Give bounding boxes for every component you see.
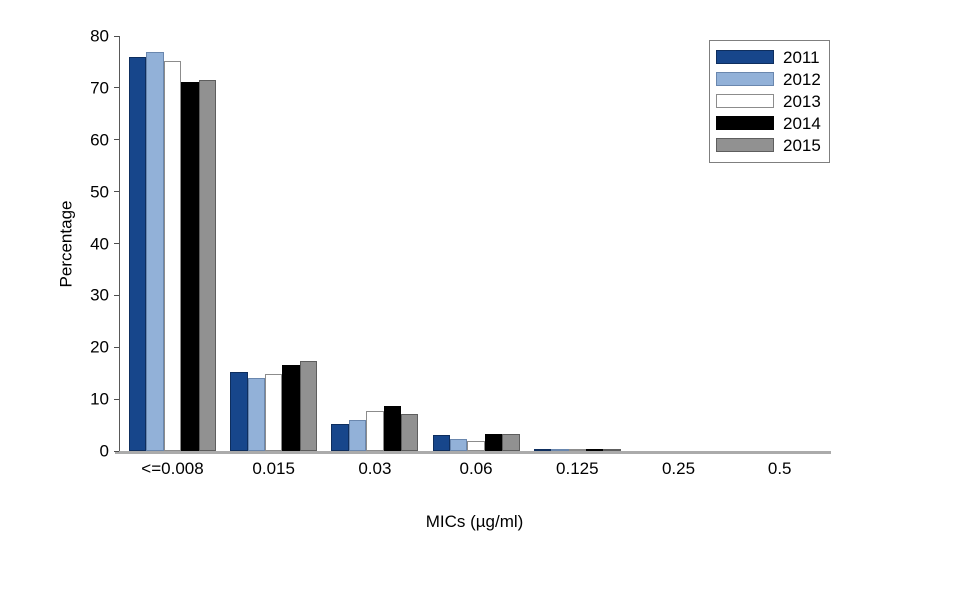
bar-2012-0.06 [450,439,468,451]
y-tick-label-0: 0 [99,441,109,461]
bar-2013-0.015 [265,374,283,451]
y-tick-label-80: 80 [90,26,109,46]
bar-2015-<=0.008 [198,80,216,451]
legend: 2011 2012 2013 2014 2015 [709,40,830,163]
y-tick-label-60: 60 [90,130,109,150]
legend-label-2014: 2014 [783,113,821,133]
x-tick-label-0.015: 0.015 [252,459,295,478]
y-tick-label-70: 70 [90,78,109,98]
bar-2011-0.125 [533,448,552,451]
y-tick-mark-60 [114,139,119,141]
legend-item-2015: 2015 [716,134,823,156]
legend-label-2011: 2011 [783,47,820,67]
bar-2011-0.06 [432,435,450,451]
legend-item-2011: 2011 [716,46,823,68]
y-tick-label-10: 10 [90,389,109,409]
x-tick-label-0.25: 0.25 [661,459,696,478]
legend-item-2014: 2014 [716,112,823,134]
plot-area: 0 10 20 30 40 50 60 70 80 <=0.008 0.015 0.03 0.06 0.… [90,28,831,477]
bar-2011-0.015 [230,372,248,451]
x-tick-label-0.03: 0.03 [358,459,392,478]
x-tick-label-0.06: 0.06 [459,459,493,478]
bar-2015-0.125 [603,448,621,451]
bar-2011-0.03 [331,423,349,451]
bar-2012-<=0.008 [146,52,164,451]
y-tick-mark-20 [114,346,119,348]
bar-2014-0.125 [586,449,604,451]
y-axis-title: Percentage [46,36,86,451]
x-tick-label-0.5: 0.5 [767,459,792,478]
legend-item-2013: 2013 [716,90,823,112]
legend-swatch-2015 [716,138,774,152]
y-tick-label-30: 30 [90,285,109,305]
y-tick-mark-80 [114,35,119,37]
y-tick-label-50: 50 [90,182,109,202]
y-tick-label-40: 40 [90,234,109,253]
bar-2015-0.015 [299,360,318,451]
y-tick-mark-40 [114,243,119,244]
bar-2015-0.06 [502,434,520,451]
y-tick-mark-10 [114,398,119,400]
legend-label-2015: 2015 [783,135,821,155]
legend-label-2013: 2013 [783,91,821,111]
y-tick-mark-0 [114,450,119,452]
y-tick-label-20: 20 [90,337,109,357]
bar-2013-0.06 [467,441,485,451]
bar-2012-0.015 [247,377,265,451]
bar-2011-<=0.008 [129,57,147,451]
x-tick-label-<=0.008: <=0.008 [141,459,204,478]
y-tick-mark-50 [114,191,119,193]
bar-2013-<=0.008 [163,60,182,451]
legend-item-2012: 2012 [716,68,823,90]
legend-swatch-2013 [716,94,774,108]
bar-2014-<=0.008 [181,81,199,451]
x-axis-title: MICs (µg/ml) [425,512,524,531]
x-axis-line [115,451,831,454]
legend-swatch-2012 [716,72,774,86]
legend-label-2012: 2012 [783,69,821,89]
bar-2012-0.125 [551,448,569,451]
x-tick-label-0.125: 0.125 [556,459,599,478]
y-tick-mark-30 [114,294,119,296]
y-axis-title-text: Percentage [56,200,76,287]
legend-swatch-2011 [716,50,774,64]
bar-2014-0.015 [282,365,300,451]
y-tick-mark-70 [114,87,119,89]
legend-swatch-2014 [716,116,774,130]
bar-2012-0.03 [348,419,367,451]
bar-2013-0.125 [568,449,586,451]
bar-2014-0.03 [383,406,401,451]
bar-2013-0.03 [366,410,384,451]
bar-2014-0.06 [484,434,503,451]
bar-2015-0.03 [401,413,419,451]
